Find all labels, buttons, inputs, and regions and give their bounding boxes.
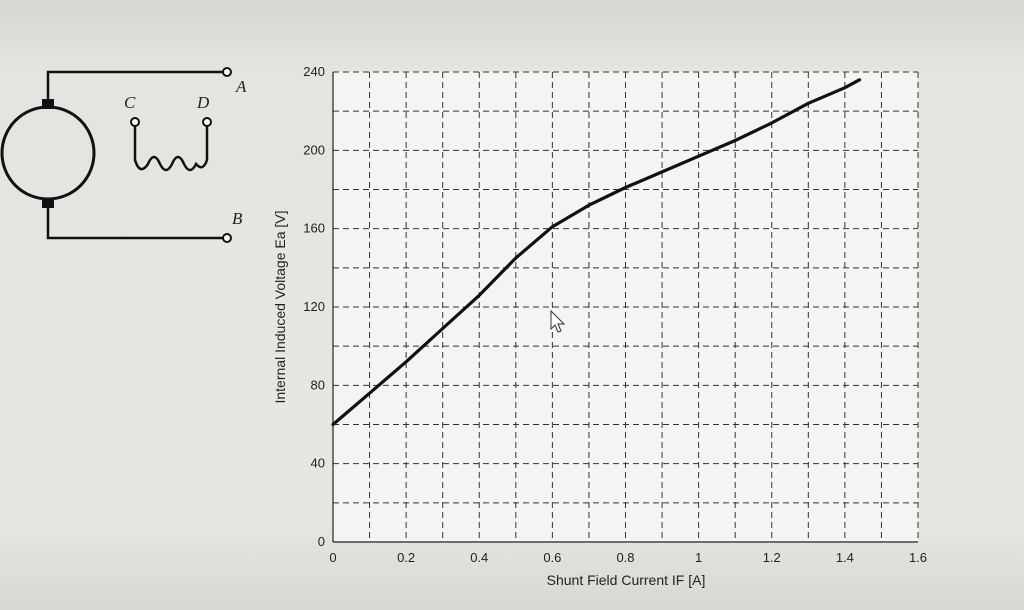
grid xyxy=(333,71,919,542)
label-d: D xyxy=(196,93,210,112)
y-tick-labels: 0 40 80 120 160 200 240 xyxy=(303,64,325,549)
label-a: A xyxy=(235,77,247,96)
shunt-field-coil xyxy=(133,126,209,172)
x-tick-label: 1.6 xyxy=(909,550,927,565)
terminal-b xyxy=(222,233,232,243)
armature-circle xyxy=(0,105,96,201)
y-axis-title: Internal Induced Voltage Ea [V] xyxy=(272,210,288,403)
x-tick-label: 0.6 xyxy=(543,550,561,565)
y-tick-label: 40 xyxy=(311,456,325,471)
mouse-cursor-icon xyxy=(550,309,566,333)
y-tick-label: 80 xyxy=(311,377,325,392)
axes xyxy=(332,72,918,543)
terminal-d xyxy=(202,117,212,127)
y-tick-label: 120 xyxy=(303,299,325,314)
terminal-c xyxy=(130,117,140,127)
terminal-a xyxy=(222,67,232,77)
magnetization-curve xyxy=(331,78,862,427)
brush-top xyxy=(42,99,54,109)
label-c: C xyxy=(124,93,136,112)
dc-generator-circuit: A B C D xyxy=(0,67,247,243)
y-tick-label: 160 xyxy=(303,221,325,236)
x-axis-title: Shunt Field Current IF [A] xyxy=(547,572,706,588)
x-tick-label: 1.4 xyxy=(836,550,854,565)
wire-bottom xyxy=(46,207,224,240)
x-tick-label: 1 xyxy=(695,550,702,565)
x-tick-label: 0.2 xyxy=(397,550,415,565)
label-b: B xyxy=(232,209,243,228)
x-tick-label: 0 xyxy=(329,550,336,565)
y-tick-label: 240 xyxy=(303,64,325,79)
x-tick-label: 0.8 xyxy=(616,550,634,565)
brush-bottom xyxy=(42,198,54,208)
x-tick-label: 1.2 xyxy=(763,550,781,565)
wire-top xyxy=(46,70,224,100)
data-points xyxy=(332,79,860,425)
y-tick-label: 200 xyxy=(303,142,325,157)
x-tick-labels: 0 0.2 0.4 0.6 0.8 1 1.2 1.4 1.6 xyxy=(329,550,927,565)
y-tick-label: 0 xyxy=(318,534,325,549)
x-tick-label: 0.4 xyxy=(470,550,488,565)
